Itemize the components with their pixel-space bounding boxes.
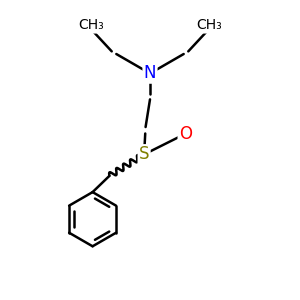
- Text: S: S: [139, 146, 149, 164]
- Text: O: O: [179, 125, 192, 143]
- Text: CH₃: CH₃: [78, 18, 104, 32]
- Text: N: N: [144, 64, 156, 82]
- Text: CH₃: CH₃: [196, 18, 222, 32]
